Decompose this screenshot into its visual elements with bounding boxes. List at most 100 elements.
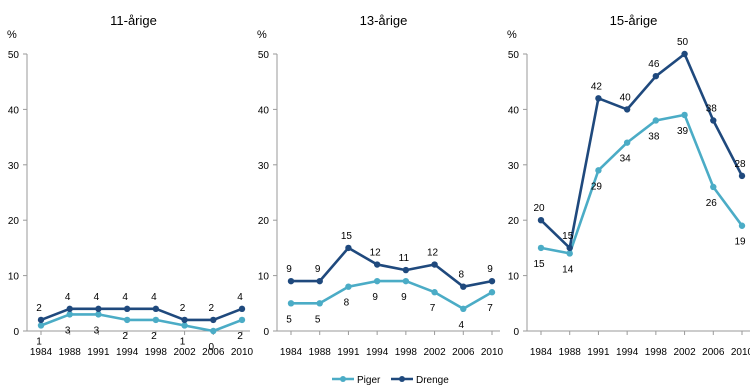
series-line-drenge [540,52,744,250]
data-point-piger [681,111,688,119]
data-point-piger [595,167,602,174]
legend: Piger Drenge [332,375,449,386]
data-point-piger [738,222,746,229]
x-tick-label: 1991 [87,347,110,358]
y-tick-label: 30 [8,161,20,172]
data-point-drenge [287,277,295,285]
data-label-piger: 2 [122,331,128,342]
data-point-drenge [402,266,410,274]
data-label-piger: 1 [36,336,42,347]
data-label-drenge: 4 [151,292,157,303]
data-label-piger: 9 [372,292,378,303]
legend-label-piger: Piger [357,375,381,386]
data-label-piger: 4 [459,320,465,331]
y-tick-label: 0 [13,327,19,338]
data-label-drenge: 15 [341,231,353,242]
y-tick-label: 10 [8,272,20,283]
data-label-piger: 2 [237,331,243,342]
chart-panel-3: 15-årige% 0 10 20 30 40 50 1984 1988 1991 1994 1998… [507,13,750,358]
data-point-piger [652,117,660,124]
data-point-piger [345,283,352,290]
data-label-drenge: 2 [36,303,42,314]
data-label-drenge: 4 [237,292,243,303]
y-tick-label: 0 [263,327,269,338]
y-tick-label: 0 [513,327,519,338]
data-label-drenge: 12 [427,248,439,259]
data-point-piger [37,322,45,329]
x-tick-label: 1994 [116,347,139,358]
series-line-piger [540,113,744,255]
series-line-piger [291,279,493,311]
data-point-drenge [210,316,217,324]
data-label-drenge: 40 [620,92,632,103]
data-label-drenge: 4 [65,292,71,303]
data-point-drenge [710,117,717,124]
x-tick-label: 2010 [481,347,504,358]
data-point-drenge [66,305,73,313]
x-tick-label: 1994 [616,347,639,358]
x-tick-label: 1984 [530,347,553,358]
data-point-drenge [181,316,188,324]
data-label-drenge: 50 [677,37,689,48]
x-tick-label: 2010 [731,347,750,358]
x-tick-label: 1991 [587,347,610,358]
data-label-drenge: 2 [180,303,186,314]
data-label-piger: 7 [430,303,436,314]
x-tick-label: 2006 [202,347,225,358]
data-point-drenge [488,277,496,285]
data-label-drenge: 20 [533,203,545,214]
x-tick-label: 1984 [280,347,303,358]
data-label-piger: 26 [706,198,718,209]
data-label-drenge: 46 [648,59,660,70]
data-label-drenge: 15 [562,231,574,242]
data-label-piger: 3 [65,325,71,336]
series-line-drenge [40,307,243,322]
x-tick-label: 2002 [173,347,196,358]
chart-panel-2: 13-årige% 0 10 20 30 40 50 1984 1988 1991 1994 1998… [257,13,504,358]
data-label-drenge: 38 [706,103,718,114]
data-label-piger: 29 [591,181,603,192]
data-point-drenge [623,106,631,113]
panel-title: 13-årige [360,13,408,28]
data-point-piger [181,322,188,329]
x-tick-label: 1998 [145,347,168,358]
series-line-piger [40,313,243,333]
data-label-piger: 8 [344,298,350,309]
legend-label-drenge: Drenge [416,375,449,386]
data-label-piger: 2 [151,331,157,342]
data-point-piger [537,244,545,252]
x-tick-label: 2002 [423,347,446,358]
y-axis-label: % [7,29,17,41]
data-label-piger: 15 [533,259,545,270]
data-point-piger [238,316,246,324]
data-label-piger: 5 [315,314,321,325]
y-tick-label: 20 [8,216,20,227]
data-label-piger: 19 [734,237,746,248]
data-label-drenge: 4 [94,292,100,303]
data-label-drenge: 9 [315,264,321,275]
y-tick-label: 30 [508,161,520,172]
data-point-drenge [37,316,45,324]
data-label-drenge: 11 [399,253,410,264]
data-point-piger [488,289,496,296]
x-tick-label: 1998 [395,347,418,358]
y-tick-label: 10 [508,272,520,283]
data-label-drenge: 9 [286,264,292,275]
x-tick-label: 2010 [231,347,254,358]
data-label-piger: 7 [487,303,493,314]
data-point-drenge [95,305,102,313]
data-point-drenge [681,50,688,58]
data-point-drenge [152,305,160,313]
data-point-drenge [316,277,323,285]
data-label-drenge: 8 [459,270,465,281]
y-tick-label: 40 [508,105,520,116]
y-tick-label: 40 [258,105,270,116]
data-point-piger [710,183,717,191]
data-label-piger: 38 [648,131,660,142]
legend-swatch-marker-drenge [399,376,405,382]
data-point-piger [460,305,467,313]
data-label-drenge: 12 [370,248,382,259]
y-tick-label: 20 [508,216,520,227]
data-point-drenge [566,244,573,252]
